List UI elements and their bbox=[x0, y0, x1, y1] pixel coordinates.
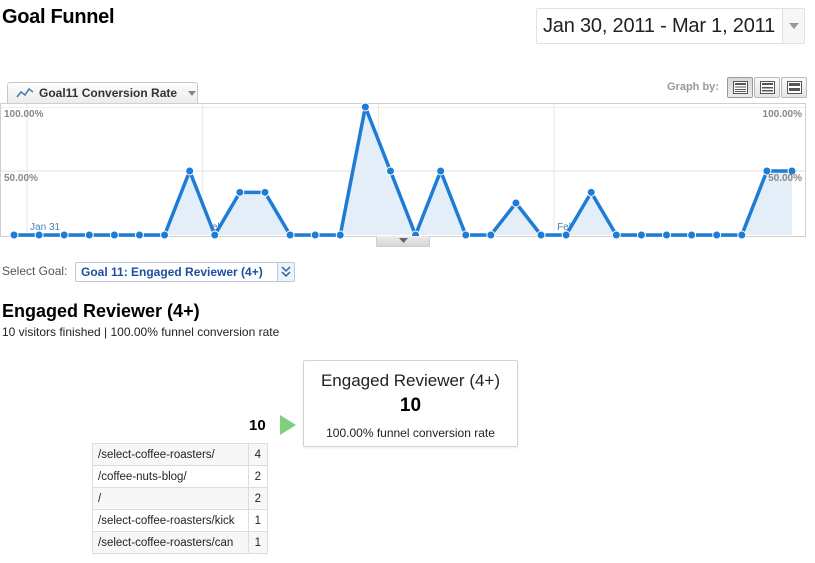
funnel-step-title: Engaged Reviewer (4+) bbox=[320, 371, 501, 390]
chart-data-point bbox=[260, 187, 270, 197]
goal-select-toggle[interactable] bbox=[277, 263, 294, 281]
chart-data-point bbox=[310, 230, 320, 240]
double-chevron-down-icon bbox=[281, 266, 291, 277]
table-row: /select-coffee-roasters/kick 1 bbox=[92, 509, 269, 532]
chart-data-point bbox=[486, 230, 496, 240]
chart-data-point bbox=[109, 230, 119, 240]
chart-data-point bbox=[586, 187, 596, 197]
collapse-arrow-icon bbox=[399, 238, 408, 243]
entry-source-count: 1 bbox=[247, 509, 269, 532]
line-chart-icon bbox=[16, 87, 34, 98]
table-row: / 2 bbox=[92, 487, 269, 510]
graph-by-label: Graph by: bbox=[667, 81, 719, 93]
chart-data-point bbox=[34, 230, 44, 240]
page-title: Goal Funnel bbox=[2, 6, 115, 28]
chevron-down-icon bbox=[789, 23, 799, 29]
chart-data-point bbox=[385, 166, 395, 176]
goal-summary: 10 visitors finished | 100.00% funnel co… bbox=[2, 325, 280, 339]
goal-select-value: Goal 11: Engaged Reviewer (4+) bbox=[81, 265, 263, 279]
chart-y-tick-label-right: 50.00% bbox=[768, 173, 802, 184]
chart-data-point bbox=[737, 230, 747, 240]
chart-data-point bbox=[360, 103, 370, 112]
graph-by-month-button[interactable] bbox=[781, 77, 807, 98]
goal-heading: Engaged Reviewer (4+) bbox=[2, 301, 200, 321]
select-goal-label: Select Goal: bbox=[2, 264, 68, 278]
graph-by-day-icon bbox=[733, 81, 748, 94]
goal-select-dropdown[interactable]: Goal 11: Engaged Reviewer (4+) bbox=[75, 262, 295, 282]
chart-y-tick-label-right: 100.00% bbox=[763, 109, 803, 120]
chart-data-point bbox=[210, 230, 220, 240]
funnel-step-rate: 100.00% funnel conversion rate bbox=[326, 426, 495, 440]
entry-source-count: 1 bbox=[247, 531, 269, 554]
chart-data-point bbox=[160, 230, 170, 240]
entry-arrow-icon bbox=[280, 415, 296, 435]
chart-data-point bbox=[285, 230, 295, 240]
chart-data-point bbox=[511, 198, 521, 208]
date-range-picker[interactable]: Jan 30, 2011 - Mar 1, 2011 bbox=[536, 8, 805, 44]
funnel-step-count: 10 bbox=[399, 395, 422, 416]
caret-down-icon bbox=[188, 91, 196, 96]
chart-data-point bbox=[235, 187, 245, 197]
funnel-entry-count: 10 bbox=[249, 417, 266, 434]
graph-by-month-icon bbox=[787, 81, 802, 94]
entry-source-count: 4 bbox=[247, 443, 269, 466]
chart-data-point bbox=[662, 230, 672, 240]
chart-x-tick-label: Jan 31 bbox=[30, 222, 60, 233]
graph-by-week-icon bbox=[760, 81, 775, 94]
chart-area-fill bbox=[14, 107, 792, 235]
chart-data-point bbox=[84, 230, 94, 240]
chart-data-point bbox=[436, 166, 446, 176]
chart-data-point bbox=[787, 166, 797, 176]
chart-data-point bbox=[687, 230, 697, 240]
entry-source-path[interactable]: / bbox=[92, 487, 249, 510]
entry-source-path[interactable]: /select-coffee-roasters/can bbox=[92, 531, 249, 554]
chart-y-tick-label-left: 100.00% bbox=[4, 109, 44, 120]
chart-data-point bbox=[461, 230, 471, 240]
chart-data-point bbox=[762, 166, 772, 176]
chart-data-point bbox=[712, 230, 722, 240]
graph-by-week-button[interactable] bbox=[754, 77, 780, 98]
date-range-text: Jan 30, 2011 - Mar 1, 2011 bbox=[543, 15, 775, 37]
chart-data-point bbox=[335, 230, 345, 240]
chart-data-point bbox=[185, 166, 195, 176]
metric-selector-label: Goal11 Conversion Rate bbox=[39, 86, 178, 100]
chart-data-point bbox=[611, 230, 621, 240]
entry-source-path[interactable]: /select-coffee-roasters/kick bbox=[92, 509, 249, 532]
entry-source-path[interactable]: /select-coffee-roasters/ bbox=[92, 443, 249, 466]
entry-source-path[interactable]: /coffee-nuts-blog/ bbox=[92, 465, 249, 488]
entry-source-count: 2 bbox=[247, 465, 269, 488]
chart-y-tick-label-left: 50.00% bbox=[4, 173, 38, 184]
collapse-chart-handle[interactable] bbox=[376, 236, 430, 247]
chart-data-point bbox=[59, 230, 69, 240]
date-range-dropdown-button[interactable] bbox=[782, 9, 804, 43]
table-row: /coffee-nuts-blog/ 2 bbox=[92, 465, 269, 488]
table-row: /select-coffee-roasters/can 1 bbox=[92, 531, 269, 554]
chart-data-point bbox=[561, 230, 571, 240]
chart-data-point bbox=[636, 230, 646, 240]
entry-source-count: 2 bbox=[247, 487, 269, 510]
table-row: /select-coffee-roasters/ 4 bbox=[92, 443, 269, 466]
chart-data-point bbox=[9, 230, 19, 240]
chart-data-point bbox=[536, 230, 546, 240]
entry-sources-table: /select-coffee-roasters/ 4 /coffee-nuts-… bbox=[92, 443, 269, 554]
metric-selector-tab[interactable]: Goal11 Conversion Rate bbox=[7, 82, 198, 103]
chart-data-point bbox=[134, 230, 144, 240]
graph-by-day-button[interactable] bbox=[727, 77, 753, 98]
funnel-step-box: Engaged Reviewer (4+) 10 100.00% funnel … bbox=[303, 360, 518, 447]
